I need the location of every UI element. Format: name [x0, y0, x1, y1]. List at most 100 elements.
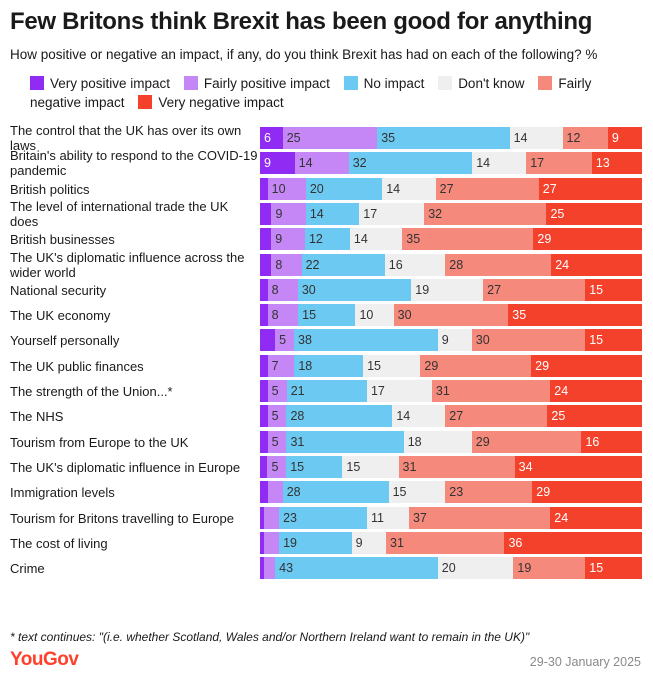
data-label: 20 — [441, 561, 456, 575]
data-label: 9 — [355, 536, 363, 550]
bar-segment-very-positive — [260, 380, 268, 402]
legend-item-no-impact: No impact — [343, 76, 425, 91]
data-label: 15 — [392, 485, 407, 499]
data-label: 25 — [550, 207, 565, 221]
row-label: Immigration levels — [10, 484, 115, 500]
data-label: 43 — [279, 561, 294, 575]
legend-item-very-negative: Very negative impact — [138, 95, 284, 110]
data-label: 18 — [298, 359, 313, 373]
data-label: 15 — [302, 308, 317, 322]
bar-segment-very-positive — [260, 507, 264, 529]
bar-segment-fairly-positive: 8 — [267, 304, 299, 326]
data-label: 25 — [551, 409, 566, 423]
data-label: 31 — [402, 460, 417, 474]
row-label: The UK public finances — [10, 358, 144, 374]
bar-segment-fairly-negative: 29 — [471, 431, 582, 453]
data-label: 14 — [309, 207, 324, 221]
stacked-bar: 5 31 18 29 16 — [260, 431, 642, 453]
bar-segment-very-negative: 24 — [551, 254, 642, 276]
row-label: Yourself personally — [10, 332, 120, 348]
row-label: The UK's diplomatic influence across the… — [10, 250, 245, 280]
row-label: The cost of living — [10, 535, 108, 551]
bar-segment-very-negative: 15 — [585, 557, 642, 579]
legend-label-dont-know: Don't know — [458, 76, 525, 91]
bar-segment-dont-know: 15 — [363, 355, 421, 377]
footnote: * text continues: "(i.e. whether Scotlan… — [10, 630, 530, 644]
bar-segment-dont-know: 17 — [359, 203, 425, 225]
data-label: 24 — [555, 258, 570, 272]
bar-segment-no-impact: 18 — [294, 355, 364, 377]
bar-segment-no-impact: 28 — [282, 481, 389, 503]
data-label: 15 — [589, 283, 604, 297]
bar-segment-fairly-negative: 30 — [393, 304, 509, 326]
data-label: 35 — [381, 131, 396, 145]
data-label: 24 — [554, 511, 569, 525]
data-label: 38 — [298, 333, 312, 347]
bar-segment-fairly-negative: 19 — [513, 557, 586, 579]
legend-swatch-fairly-negative — [538, 76, 553, 90]
bar-segment-very-positive: 9 — [260, 152, 295, 174]
bar-segment-fairly-negative: 35 — [402, 228, 534, 250]
data-label: 9 — [441, 333, 449, 347]
bar-segment-very-negative: 16 — [581, 431, 642, 453]
bar-segment-no-impact: 38 — [294, 329, 438, 351]
bar-segment-very-negative: 13 — [591, 152, 642, 174]
data-label: 20 — [309, 182, 324, 196]
bar-segment-no-impact: 43 — [275, 557, 438, 579]
bar-segment-fairly-positive: 8 — [271, 254, 302, 276]
stacked-bar: 7 18 15 29 29 — [260, 355, 642, 377]
bar-segment-fairly-positive — [263, 532, 280, 554]
bar-segment-fairly-positive: 25 — [282, 127, 378, 149]
bar-segment-dont-know: 14 — [509, 127, 563, 149]
data-label: 28 — [286, 485, 301, 499]
data-label: 5 — [271, 409, 279, 423]
bar-segment-dont-know: 15 — [342, 456, 399, 478]
bar-segment-no-impact: 15 — [286, 456, 343, 478]
data-label: 16 — [388, 258, 403, 272]
bar-segment-very-negative: 9 — [607, 127, 642, 149]
bar-segment-fairly-positive: 5 — [267, 431, 287, 453]
data-label: 10 — [359, 308, 374, 322]
legend-item-fairly-negative: Fairly negative impact — [30, 76, 591, 110]
data-label: 17 — [370, 384, 385, 398]
data-label: 15 — [290, 460, 305, 474]
data-label: 29 — [424, 359, 439, 373]
bar-segment-fairly-negative: 31 — [398, 456, 515, 478]
data-label: 12 — [566, 131, 581, 145]
data-label: 23 — [283, 511, 297, 525]
data-label: 8 — [275, 258, 283, 272]
bar-segment-fairly-positive: 10 — [267, 178, 306, 200]
legend-swatch-no-impact — [343, 76, 358, 90]
survey-date: 29-30 January 2025 — [529, 655, 641, 669]
legend-label-no-impact: No impact — [363, 76, 425, 91]
data-label: 35 — [406, 232, 421, 246]
legend-label-very-positive: Very positive impact — [50, 76, 171, 91]
stacked-bar: 8 30 19 27 15 — [260, 279, 642, 301]
bar-segment-fairly-negative: 23 — [445, 481, 533, 503]
data-label: 8 — [271, 308, 279, 322]
bar-segment-very-positive — [260, 456, 268, 478]
data-label: 12 — [308, 232, 323, 246]
data-label: 31 — [435, 384, 450, 398]
data-label: 29 — [537, 232, 552, 246]
stacked-bar: 9 14 17 32 25 — [260, 203, 642, 225]
bar-segment-dont-know: 15 — [388, 481, 446, 503]
data-label: 28 — [449, 258, 464, 272]
bar-segment-fairly-negative: 28 — [445, 254, 552, 276]
bar-segment-fairly-negative: 29 — [420, 355, 532, 377]
data-label: 32 — [352, 156, 367, 170]
row-label: The NHS — [10, 408, 64, 424]
stacked-bar: 9 12 14 35 29 — [260, 228, 642, 250]
bar-segment-fairly-negative: 32 — [424, 203, 547, 225]
row-label: The UK's diplomatic influence in Europe — [10, 459, 241, 475]
data-label: 5 — [271, 460, 279, 474]
bar-segment-no-impact: 31 — [286, 431, 404, 453]
bar-segment-fairly-negative: 27 — [445, 405, 548, 427]
bar-segment-very-positive — [260, 304, 268, 326]
bar-segment-very-positive — [260, 532, 264, 554]
data-label: 29 — [536, 485, 551, 499]
bar-segment-very-negative: 34 — [514, 456, 642, 478]
chart-title: Few Britons think Brexit has been good f… — [10, 8, 593, 35]
row-label: The level of international trade the UK … — [10, 199, 229, 229]
bar-segment-very-positive — [260, 254, 272, 276]
